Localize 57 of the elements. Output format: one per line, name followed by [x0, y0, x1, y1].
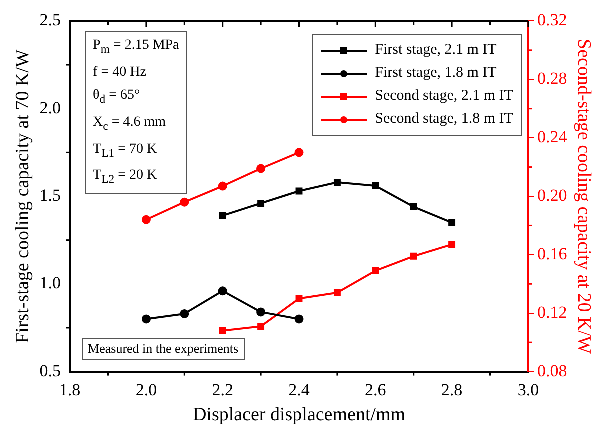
x-tick-label: 3.0 — [518, 380, 540, 400]
y-tick-label: 1.5 — [40, 186, 62, 205]
point — [142, 215, 151, 224]
point — [219, 212, 226, 220]
legend-label: First stage, 2.1 m IT — [375, 41, 497, 60]
legend-label: Second stage, 1.8 m IT — [375, 110, 514, 130]
point — [256, 308, 266, 317]
point — [372, 268, 380, 274]
annotation: T$_{L1}$ = 70 K — [93, 140, 158, 162]
point — [296, 295, 303, 302]
y-axis-title: First-stage cooling capacity at 70 K/W — [12, 49, 34, 344]
x-tick-label: 2.2 — [212, 380, 234, 400]
point — [334, 179, 341, 186]
point — [218, 286, 228, 296]
x-tick-label: 1.8 — [59, 380, 81, 400]
legend-label: First stage, 1.8 m IT — [375, 64, 497, 84]
x-axis-title: Displacer displacement/mm — [192, 404, 406, 426]
y2-tick-label: 0.12 — [537, 302, 568, 322]
point — [142, 314, 151, 324]
annotation: f = 40 Hz — [93, 64, 148, 82]
point — [448, 241, 456, 248]
x-tick-label: 2.0 — [136, 380, 158, 400]
y2-tick-label: 0.16 — [537, 244, 568, 264]
y-tick-label: 2.0 — [40, 98, 62, 118]
y2-tick-label: 0.28 — [537, 69, 568, 88]
y2-tick-label: 0.20 — [537, 186, 568, 205]
point — [294, 148, 304, 158]
point — [372, 182, 380, 190]
x-tick-label: 2.4 — [288, 380, 310, 400]
y-tick-label: 2.5 — [40, 10, 62, 30]
legend-label: Second stage, 2.1 m IT — [375, 87, 514, 106]
x-tick-label: 2.6 — [365, 380, 386, 400]
point — [294, 314, 304, 324]
annotation: T$_{L2}$ = 20 K — [93, 167, 158, 188]
point — [448, 219, 456, 226]
y-tick-label: 0.5 — [40, 361, 62, 380]
point — [256, 164, 266, 174]
point — [258, 200, 265, 207]
annotation: θ$_{d}$ = 65° — [93, 86, 142, 108]
point — [258, 323, 265, 330]
point — [410, 252, 418, 260]
y2-tick-label: 0.32 — [537, 10, 568, 30]
annotation: P$_{m}$ = 2.15 MPa — [93, 37, 180, 58]
point — [334, 289, 341, 296]
point — [296, 188, 303, 195]
x-tick-label: 2.8 — [441, 380, 463, 400]
y2-tick-label: 0.08 — [537, 361, 568, 380]
y2-tick-label: 0.24 — [537, 128, 568, 147]
point — [180, 198, 190, 207]
y-tick-label: 1.0 — [40, 274, 62, 293]
point — [410, 204, 418, 210]
annotation: X$_{c}$ = 4.6 mm — [93, 114, 168, 135]
annotation: Measured in the experiments — [82, 338, 245, 360]
point — [218, 182, 228, 191]
y2-axis-title: Second-stage cooling capacity at 20 K/W — [574, 39, 595, 354]
point — [180, 309, 190, 318]
point — [219, 327, 226, 334]
